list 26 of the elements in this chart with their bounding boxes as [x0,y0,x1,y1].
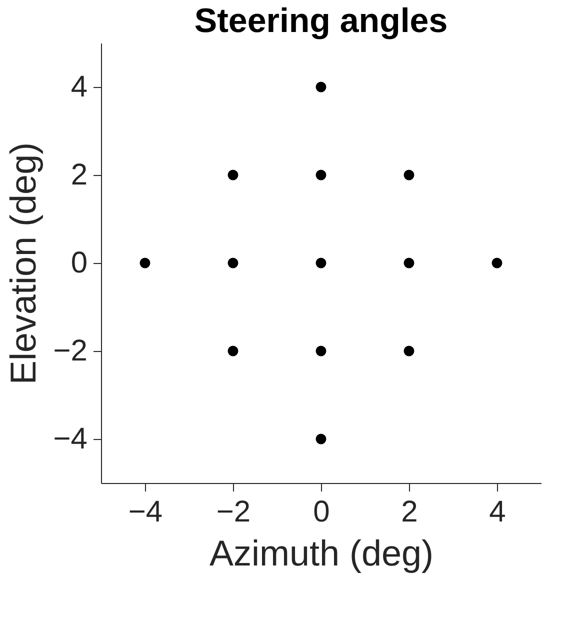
point [404,170,414,180]
point [316,258,326,268]
y-axis-title: Elevation (deg) [2,142,44,385]
point [228,170,238,180]
y-tick-label: 4 [70,70,88,104]
x-tick-label: −2 [216,496,251,528]
x-tick-label: 4 [489,496,506,528]
x-axis-title: Azimuth (deg) [209,532,434,574]
y-tick-label: 2 [70,158,88,192]
x-tick-label: 2 [401,496,418,528]
point [316,434,326,444]
point [492,258,502,268]
point [228,258,238,268]
point [316,346,326,356]
point [316,170,326,180]
x-tick-label: 0 [313,496,330,528]
y-tick-label: −2 [53,334,88,368]
point [140,258,150,268]
chart-title: Steering angles [194,2,448,40]
point [316,82,326,92]
point [228,346,238,356]
point [404,258,414,268]
y-tick-label: 0 [70,246,88,280]
y-tick-label: −4 [53,422,88,456]
x-tick-label: −4 [128,496,163,528]
point [404,346,414,356]
